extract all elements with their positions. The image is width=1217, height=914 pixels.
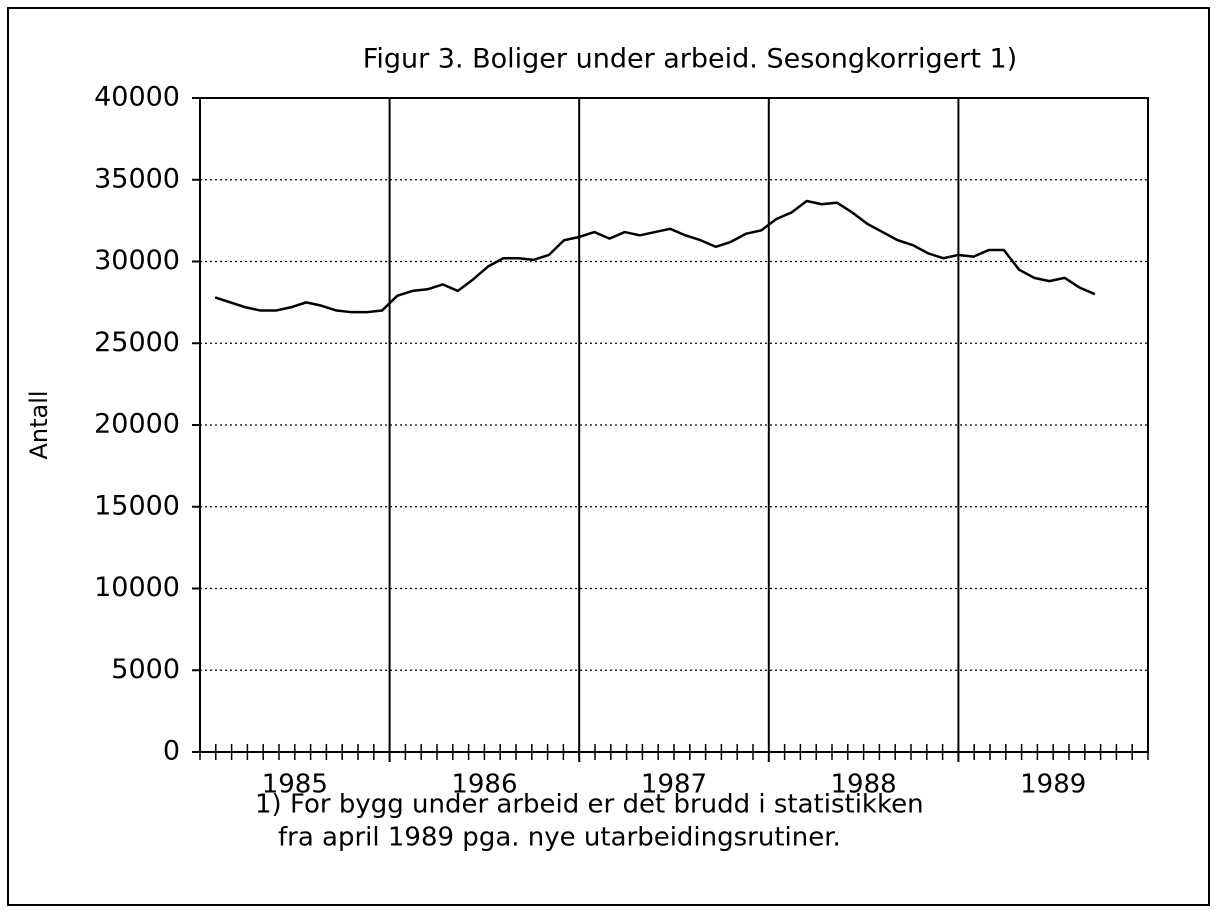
x-tick-label: 1986 xyxy=(451,770,517,800)
y-tick-label: 35000 xyxy=(94,163,180,194)
chart-title: Figur 3. Boliger under arbeid. Sesongkor… xyxy=(363,44,1017,75)
footnote: 1) For bygg under arbeid er det brudd i … xyxy=(255,790,924,820)
y-tick-label: 15000 xyxy=(94,490,180,521)
x-tick-label: 1989 xyxy=(1020,770,1086,800)
y-tick-label: 10000 xyxy=(94,572,180,603)
x-tick-label: 1985 xyxy=(262,770,328,800)
footnote: fra april 1989 pga. nye utarbeidingsruti… xyxy=(278,823,841,853)
x-tick-label: 1987 xyxy=(641,770,707,800)
y-axis-label: Antall xyxy=(25,390,53,459)
data-line xyxy=(214,199,1096,314)
y-tick-label: 0 xyxy=(163,736,180,767)
plot-frame xyxy=(199,97,1149,753)
y-tick-label: 40000 xyxy=(94,82,180,113)
y-tick-label: 5000 xyxy=(111,654,180,685)
frame xyxy=(7,7,1210,906)
x-tick-label: 1988 xyxy=(831,770,897,800)
y-tick-label: 20000 xyxy=(94,409,180,440)
y-tick-label: 30000 xyxy=(94,245,180,276)
y-tick-label: 25000 xyxy=(94,327,180,358)
